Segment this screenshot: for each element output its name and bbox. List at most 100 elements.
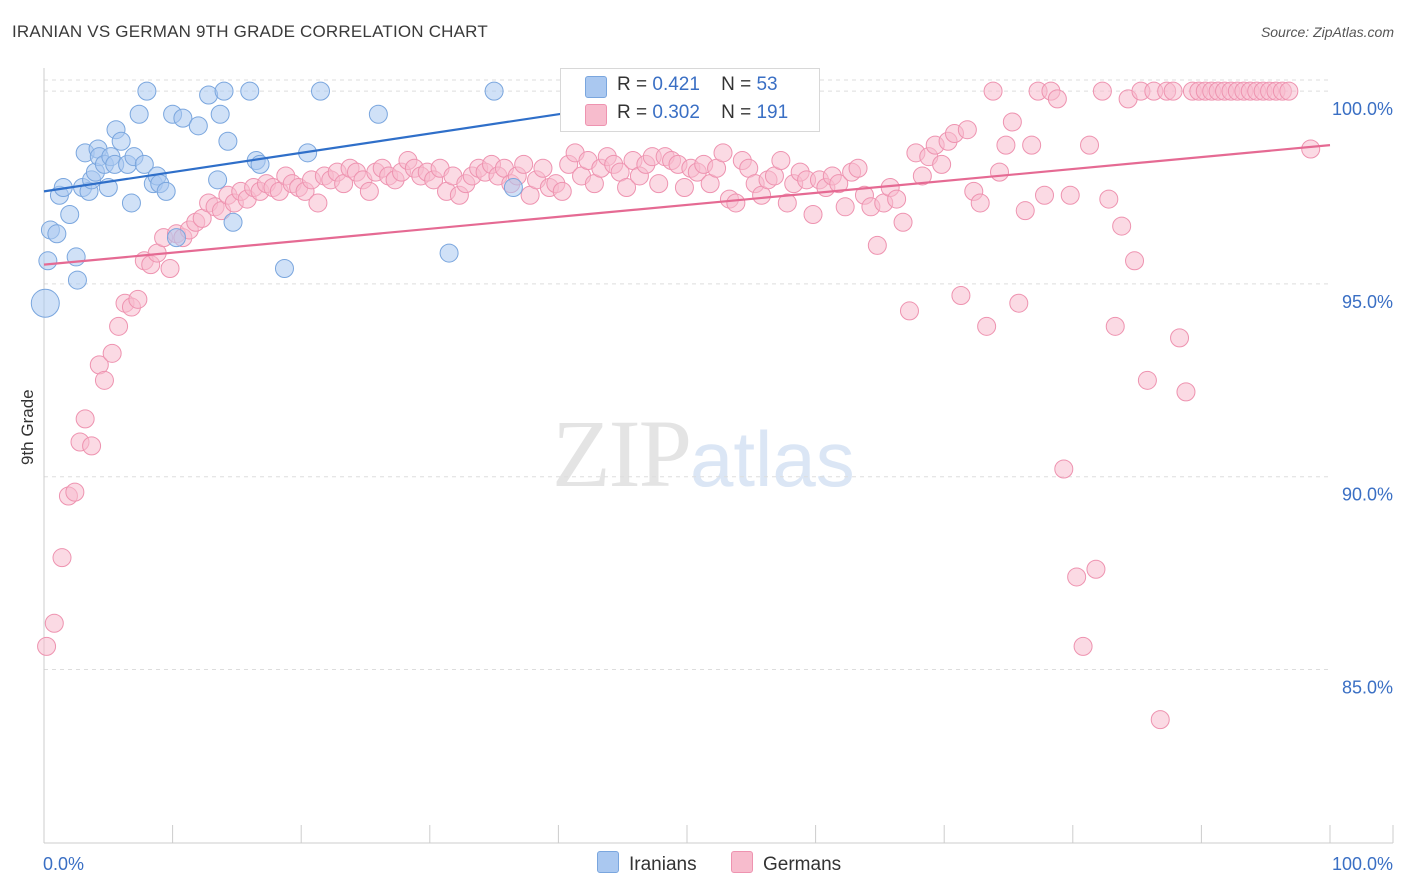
iranian-point [137,81,157,101]
german-point [1086,559,1106,579]
legend-swatch-iranians [585,76,607,98]
german-point [1170,328,1190,348]
german-point [52,548,72,568]
iranian-point [223,212,243,232]
german-point [1060,185,1080,205]
iranian-point [240,81,260,101]
german-trendline [43,144,1331,266]
iranian-point [47,224,67,244]
iranian-point [166,228,186,248]
german-point [1125,251,1145,271]
iranian-point [503,178,523,198]
legend-r-value: 0.421 [652,74,700,95]
legend-r-value: 0.302 [652,102,700,123]
iranian-point [310,81,330,101]
german-point [128,289,148,309]
iranian-point [121,193,141,213]
watermark-atlas: atlas [690,415,855,503]
legend-n-value: 53 [756,74,778,95]
german-point [912,166,932,186]
german-point [674,178,694,198]
german-point [989,162,1009,182]
german-point [514,154,534,174]
iranian-point [368,104,388,124]
iranian-point [210,104,230,124]
german-point [893,212,913,232]
source-note: Source: ZipAtlas.com [1260,24,1394,40]
german-point [1176,382,1196,402]
german-point [1099,189,1119,209]
german-point [1092,81,1112,101]
iranian-point [484,81,504,101]
legend-n-label: N = [721,74,752,95]
watermark-zip: ZIP [552,400,692,507]
legend-n-value: 191 [756,102,789,123]
german-point [983,81,1003,101]
germans-swatch [731,851,753,873]
german-point [970,193,990,213]
german-point [1009,293,1029,313]
german-point [37,636,57,656]
german-point [1054,459,1074,479]
bottom-legend-germans: Germans [731,851,841,876]
iranian-point [188,116,208,136]
german-point [977,316,997,336]
y-tick-label: 90.0% [1342,485,1393,505]
iranian-point [208,170,228,190]
iranian-point [214,81,234,101]
german-point [533,158,553,178]
german-point [726,193,746,213]
german-point [1067,567,1087,587]
german-point [829,174,849,194]
german-point [1002,112,1022,132]
legend-r-label: R = [617,74,648,95]
german-point [803,205,823,225]
german-point [109,316,129,336]
german-point [777,193,797,213]
y-tick-label: 95.0% [1342,292,1393,312]
german-point [1137,370,1157,390]
german-point [552,181,572,201]
german-point [1015,201,1035,221]
german-point [44,613,64,633]
iranians-swatch [597,851,619,873]
german-point [359,181,379,201]
german-point [1047,89,1067,109]
german-point [617,178,637,198]
iranian-point [173,108,193,128]
watermark: ZIPatlas [552,398,855,509]
german-point [957,120,977,140]
german-point [771,151,791,171]
iranian-point [111,131,131,151]
stats-legend: R = 0.421 N = 53 R = 0.302 N = 191 [560,68,820,132]
iranian-point [129,104,149,124]
iranian-point [156,181,176,201]
iranians-label: Iranians [629,854,697,875]
chart-title: IRANIAN VS GERMAN 9TH GRADE CORRELATION … [12,22,488,41]
legend-swatch-germans [585,104,607,126]
german-point [867,235,887,255]
german-point [1035,185,1055,205]
german-point [649,174,669,194]
iranian-point [60,205,80,225]
german-point [1150,710,1170,730]
german-point [1163,81,1183,101]
x-tick-label: 100.0% [1332,854,1393,874]
german-point [899,301,919,321]
german-point [1022,135,1042,155]
german-point [932,154,952,174]
german-point [1073,636,1093,656]
german-point [308,193,328,213]
german-point [996,135,1016,155]
german-point [1112,216,1132,236]
iranian-point [30,288,60,318]
y-axis-label: 9th Grade [18,389,37,465]
german-point [1301,139,1321,159]
iranian-point [274,258,294,278]
german-point [951,285,971,305]
german-point [887,189,907,209]
german-point [1105,316,1125,336]
german-point [94,370,114,390]
german-point [102,343,122,363]
